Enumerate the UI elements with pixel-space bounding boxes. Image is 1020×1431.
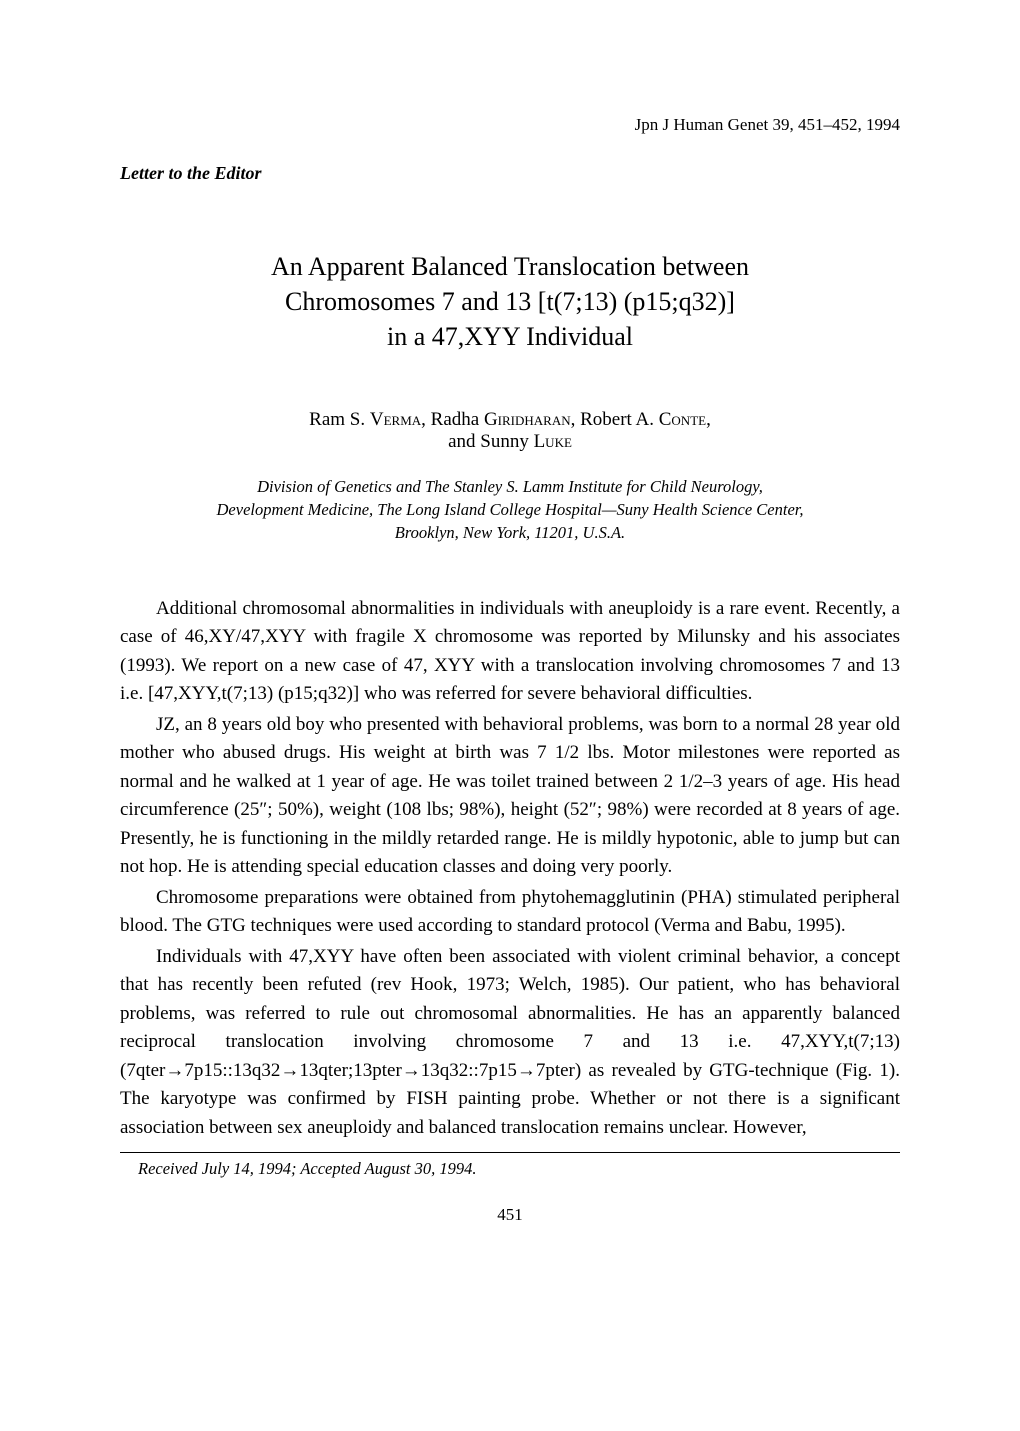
page-container: Jpn J Human Genet 39, 451–452, 1994 Lett… bbox=[0, 0, 1020, 1285]
affiliation-line-1: Division of Genetics and The Stanley S. … bbox=[257, 477, 763, 496]
author-surname-2: Giridharan bbox=[484, 409, 571, 430]
paragraph-2: JZ, an 8 years old boy who presented wit… bbox=[120, 711, 900, 882]
page-number-text: 451 bbox=[497, 1205, 523, 1224]
author-surname-1: Verma bbox=[370, 409, 421, 430]
author-surname-3: Conte bbox=[659, 409, 706, 430]
paragraph-1: Additional chromosomal abnormalities in … bbox=[120, 595, 900, 709]
author-sep-2: , Robert A. bbox=[571, 409, 659, 430]
article-body: Additional chromosomal abnormalities in … bbox=[120, 595, 900, 1143]
title-line-3: in a 47,XYY Individual bbox=[387, 322, 633, 351]
author-prefix-2: and Sunny bbox=[448, 431, 534, 452]
author-sep-3: , bbox=[706, 409, 711, 430]
paragraph-3: Chromosome preparations were obtained fr… bbox=[120, 884, 900, 941]
article-title: An Apparent Balanced Translocation betwe… bbox=[120, 249, 900, 354]
journal-reference: Jpn J Human Genet 39, 451–452, 1994 bbox=[120, 115, 900, 135]
journal-reference-text: Jpn J Human Genet 39, 451–452, 1994 bbox=[635, 115, 900, 134]
paragraph-4: Individuals with 47,XYY have often been … bbox=[120, 943, 900, 1143]
page-number: 451 bbox=[120, 1205, 900, 1225]
author-surname-4: Luke bbox=[534, 431, 572, 452]
author-prefix-1: Ram S. bbox=[309, 409, 370, 430]
article-type-text: Letter to the Editor bbox=[120, 163, 262, 183]
article-type: Letter to the Editor bbox=[120, 163, 900, 184]
authors-block: Ram S. Verma, Radha Giridharan, Robert A… bbox=[120, 409, 900, 453]
footer-rule: Received July 14, 1994; Accepted August … bbox=[120, 1152, 900, 1179]
title-line-1: An Apparent Balanced Translocation betwe… bbox=[271, 252, 749, 281]
affiliation-line-3: Brooklyn, New York, 11201, U.S.A. bbox=[395, 523, 625, 542]
affiliation-block: Division of Genetics and The Stanley S. … bbox=[120, 475, 900, 544]
title-line-2: Chromosomes 7 and 13 [t(7;13) (p15;q32)] bbox=[285, 287, 735, 316]
author-sep-1: , Radha bbox=[421, 409, 484, 430]
received-dates: Received July 14, 1994; Accepted August … bbox=[120, 1159, 900, 1179]
received-text: Received July 14, 1994; Accepted August … bbox=[138, 1159, 476, 1178]
affiliation-line-2: Development Medicine, The Long Island Co… bbox=[217, 500, 804, 519]
